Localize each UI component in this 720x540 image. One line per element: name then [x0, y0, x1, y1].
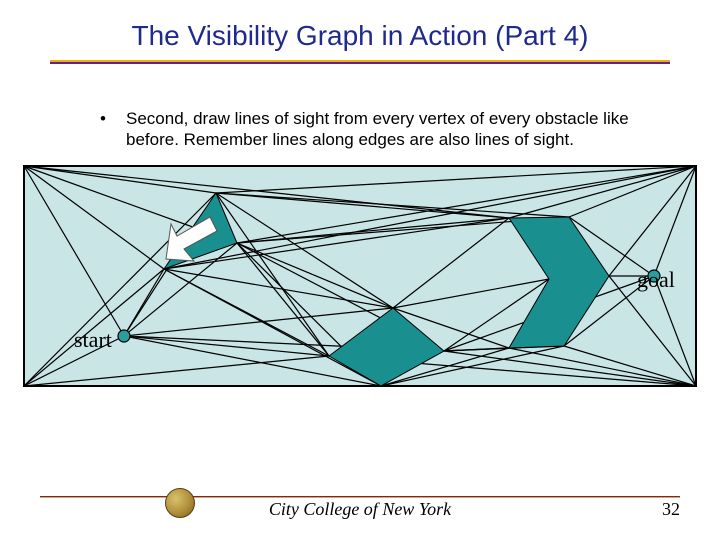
bullet-text: Second, draw lines of sight from every v… [126, 108, 650, 151]
page-title: The Visibility Graph in Action (Part 4) [0, 0, 720, 52]
footer-org: City College of New York [0, 499, 720, 520]
goal-label: goal [637, 267, 675, 293]
page-number: 32 [662, 499, 680, 520]
bullet-marker: • [100, 108, 126, 151]
start-label: start [74, 327, 112, 353]
diagram-svg [19, 161, 701, 391]
footer-divider [40, 496, 680, 498]
bullet-item: • Second, draw lines of sight from every… [100, 108, 650, 151]
visibility-graph-diagram: start goal [19, 161, 701, 391]
title-underline [50, 60, 670, 63]
bullet-list: • Second, draw lines of sight from every… [100, 108, 650, 151]
